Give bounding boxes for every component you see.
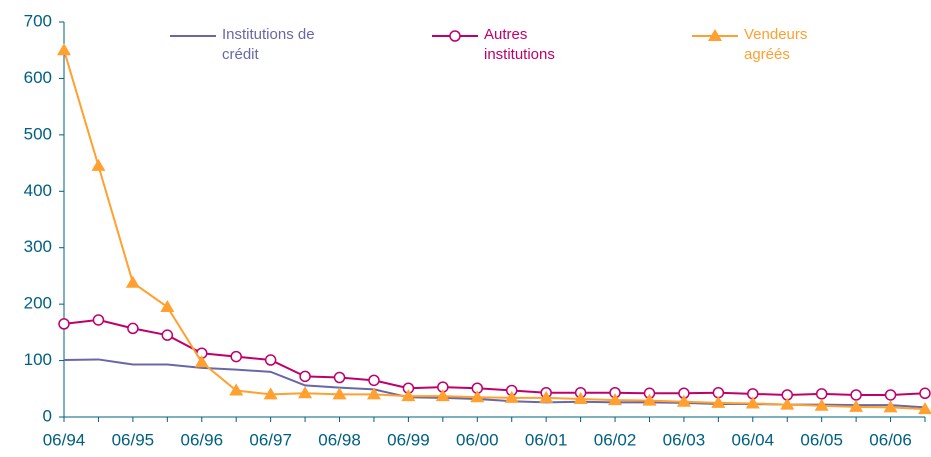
y-tick-label: 400 bbox=[24, 181, 52, 200]
marker bbox=[366, 387, 381, 400]
marker bbox=[92, 314, 105, 326]
marker bbox=[711, 395, 726, 408]
marker bbox=[401, 389, 416, 402]
marker bbox=[229, 383, 244, 396]
x-tick-label: 06/01 bbox=[525, 430, 568, 449]
marker bbox=[263, 387, 278, 400]
x-tick-label: 06/94 bbox=[43, 430, 86, 449]
marker bbox=[230, 350, 242, 363]
x-tick-label: 06/97 bbox=[249, 430, 292, 449]
line bbox=[63, 318, 926, 396]
marker bbox=[745, 396, 760, 409]
marker bbox=[435, 389, 450, 402]
x-tick-label: 06/02 bbox=[594, 430, 637, 449]
marker bbox=[125, 275, 140, 288]
series bbox=[57, 43, 931, 415]
legend-label: Vendeurs agréés bbox=[744, 26, 808, 63]
legend-label: Autres institutions bbox=[484, 26, 555, 63]
y-tick-label: 300 bbox=[24, 237, 52, 256]
marker bbox=[194, 355, 209, 368]
x-tick-label: 06/05 bbox=[800, 430, 843, 449]
marker bbox=[333, 371, 346, 384]
x-tick-label: 06/00 bbox=[456, 430, 499, 449]
marker bbox=[161, 329, 174, 341]
x-tick-label: 06/96 bbox=[180, 430, 223, 449]
x-tick-label: 06/99 bbox=[387, 430, 430, 449]
marker bbox=[676, 394, 691, 407]
marker bbox=[539, 390, 554, 403]
x-tick-label: 06/04 bbox=[732, 430, 775, 449]
marker bbox=[918, 402, 931, 415]
marker bbox=[884, 389, 897, 401]
x-tick-label: 06/06 bbox=[869, 430, 912, 449]
marker bbox=[919, 387, 931, 400]
legend-entry: Vendeurs agréés bbox=[744, 26, 808, 63]
x-tick-label: 06/98 bbox=[318, 430, 361, 449]
marker bbox=[264, 354, 277, 366]
marker bbox=[160, 299, 175, 312]
y-tick-label: 500 bbox=[24, 124, 52, 143]
marker bbox=[298, 386, 313, 399]
series bbox=[58, 314, 931, 401]
x-tick-label: 06/95 bbox=[112, 430, 155, 449]
marker bbox=[58, 318, 70, 330]
y-tick-label: 0 bbox=[43, 406, 52, 425]
y-tick-label: 700 bbox=[24, 11, 52, 30]
marker bbox=[814, 398, 829, 411]
marker bbox=[470, 390, 485, 403]
legend-entry: Institutions de crédit bbox=[222, 26, 315, 63]
line bbox=[63, 49, 926, 411]
marker bbox=[708, 29, 722, 41]
marker bbox=[815, 388, 828, 400]
marker bbox=[57, 43, 71, 56]
y-tick-label: 600 bbox=[24, 68, 52, 87]
marker bbox=[299, 370, 311, 383]
marker bbox=[91, 158, 106, 171]
marker bbox=[850, 389, 862, 401]
marker bbox=[608, 393, 623, 406]
marker bbox=[368, 374, 380, 387]
line bbox=[63, 358, 926, 409]
x-tick-label: 06/03 bbox=[663, 430, 706, 449]
marker bbox=[504, 390, 519, 403]
y-tick-label: 100 bbox=[24, 350, 52, 369]
marker bbox=[642, 393, 657, 406]
marker bbox=[332, 387, 347, 400]
legend-label: Institutions de crédit bbox=[222, 26, 315, 63]
marker bbox=[449, 30, 461, 42]
marker bbox=[573, 391, 588, 404]
legend-entry: Autres institutions bbox=[484, 26, 555, 63]
series bbox=[63, 358, 926, 409]
marker bbox=[780, 397, 795, 410]
marker bbox=[883, 400, 898, 413]
marker bbox=[127, 322, 139, 335]
marker bbox=[849, 399, 864, 412]
y-tick-label: 200 bbox=[24, 294, 52, 313]
